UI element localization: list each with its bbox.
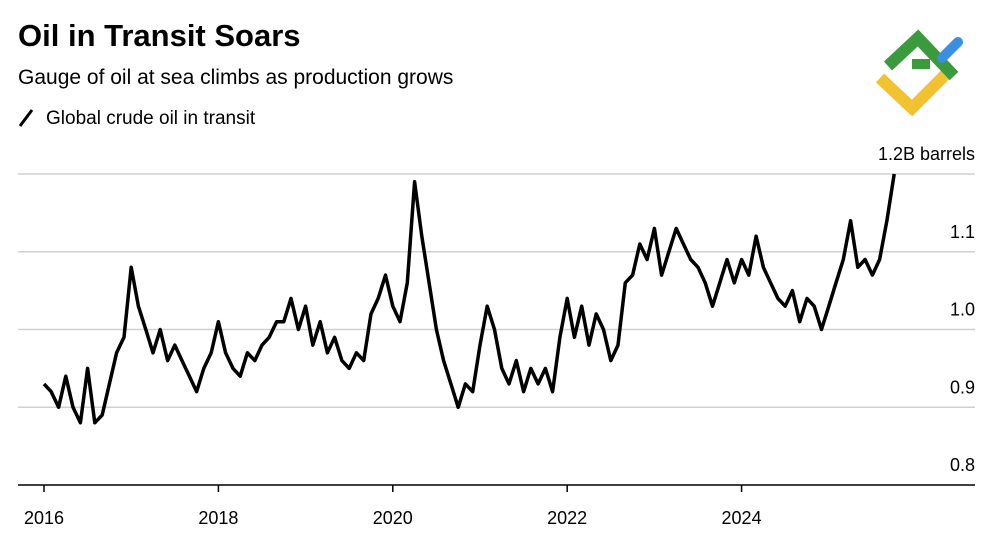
y-tick-label: 0.8 — [950, 455, 975, 475]
x-tick-label: 2016 — [24, 508, 64, 528]
x-tick-label: 2022 — [547, 508, 587, 528]
x-tick-label: 2020 — [373, 508, 413, 528]
chart-title: Oil in Transit Soars — [18, 18, 301, 53]
chart-subtitle: Gauge of oil at sea climbs as production… — [18, 66, 453, 89]
y-tick-label: 0.9 — [950, 377, 975, 397]
y-tick-label: 1.0 — [950, 300, 975, 320]
data-line — [42, 173, 896, 425]
logo — [875, 29, 963, 117]
y-tick-label: 1.2B barrels — [878, 144, 975, 164]
x-tick-label: 2024 — [722, 508, 762, 528]
legend-label: Global crude oil in transit — [46, 108, 256, 129]
x-tick-label: 2018 — [198, 508, 238, 528]
y-tick-label: 1.1 — [950, 222, 975, 242]
legend-swatch — [18, 109, 34, 127]
